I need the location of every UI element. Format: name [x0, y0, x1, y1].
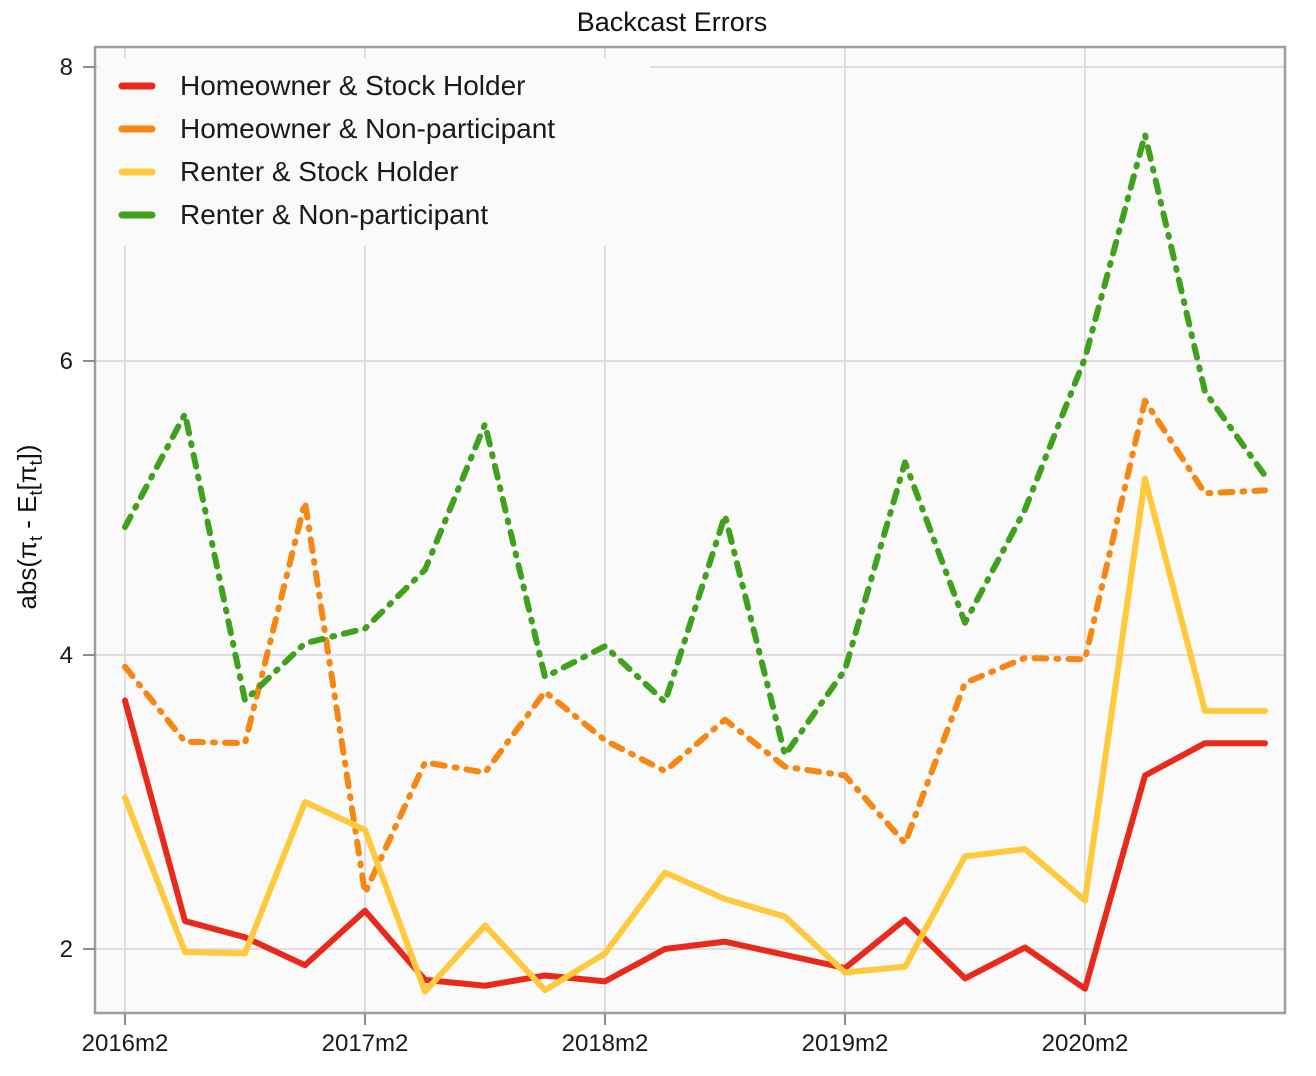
series-layer — [122, 131, 1268, 995]
x-tick-label-2016m2: 2016m2 — [82, 1030, 169, 1057]
legend-label-renter-non-participant: Renter & Non-participant — [180, 199, 488, 230]
y-axis-label-layer: abs(πt​ - Et​[πt​]) — [12, 444, 46, 609]
legend-item-renter-non-participant: Renter & Non-participant — [118, 199, 488, 230]
x-tick-label-2017m2: 2017m2 — [322, 1030, 409, 1057]
legend-label-renter-stock-holder: Renter & Stock Holder — [180, 156, 459, 187]
y-tick-label-6: 6 — [60, 348, 73, 375]
axes-layer: 2 4 6 8 2016m2 2017m2 2018m2 2019m2 2020m2 — [60, 45, 1287, 1057]
legend: Homeowner & Stock Holder Homeowner & Non-… — [118, 70, 555, 230]
grid-layer — [95, 47, 1285, 1013]
series-line-renter-non-participant — [122, 131, 1268, 758]
y-axis-label: abs(πt​ - Et​[πt​]) — [12, 444, 46, 609]
x-tick-label-2018m2: 2018m2 — [562, 1030, 649, 1057]
y-tick-label-8: 8 — [60, 54, 73, 81]
series-line-renter-stock-holder — [122, 475, 1268, 995]
legend-item-homeowner-stock-holder: Homeowner & Stock Holder — [118, 70, 525, 101]
legend-item-homeowner-non-participant: Homeowner & Non-participant — [118, 113, 555, 144]
x-tick-label-2019m2: 2019m2 — [802, 1030, 889, 1057]
series-line-homeowner-stock-holder — [122, 697, 1268, 992]
legend-label-homeowner-non-participant: Homeowner & Non-participant — [180, 113, 555, 144]
plot-border — [93, 45, 1287, 1015]
legend-background — [98, 58, 650, 246]
series-line-homeowner-non-participant — [122, 397, 1268, 897]
x-tick-label-2020m2: 2020m2 — [1042, 1030, 1129, 1057]
legend-label-homeowner-stock-holder: Homeowner & Stock Holder — [180, 70, 525, 101]
y-tick-label-4: 4 — [60, 642, 73, 669]
legend-item-renter-stock-holder: Renter & Stock Holder — [118, 156, 459, 187]
chart-title: Backcast Errors — [577, 7, 768, 37]
y-tick-label-2: 2 — [60, 936, 73, 963]
